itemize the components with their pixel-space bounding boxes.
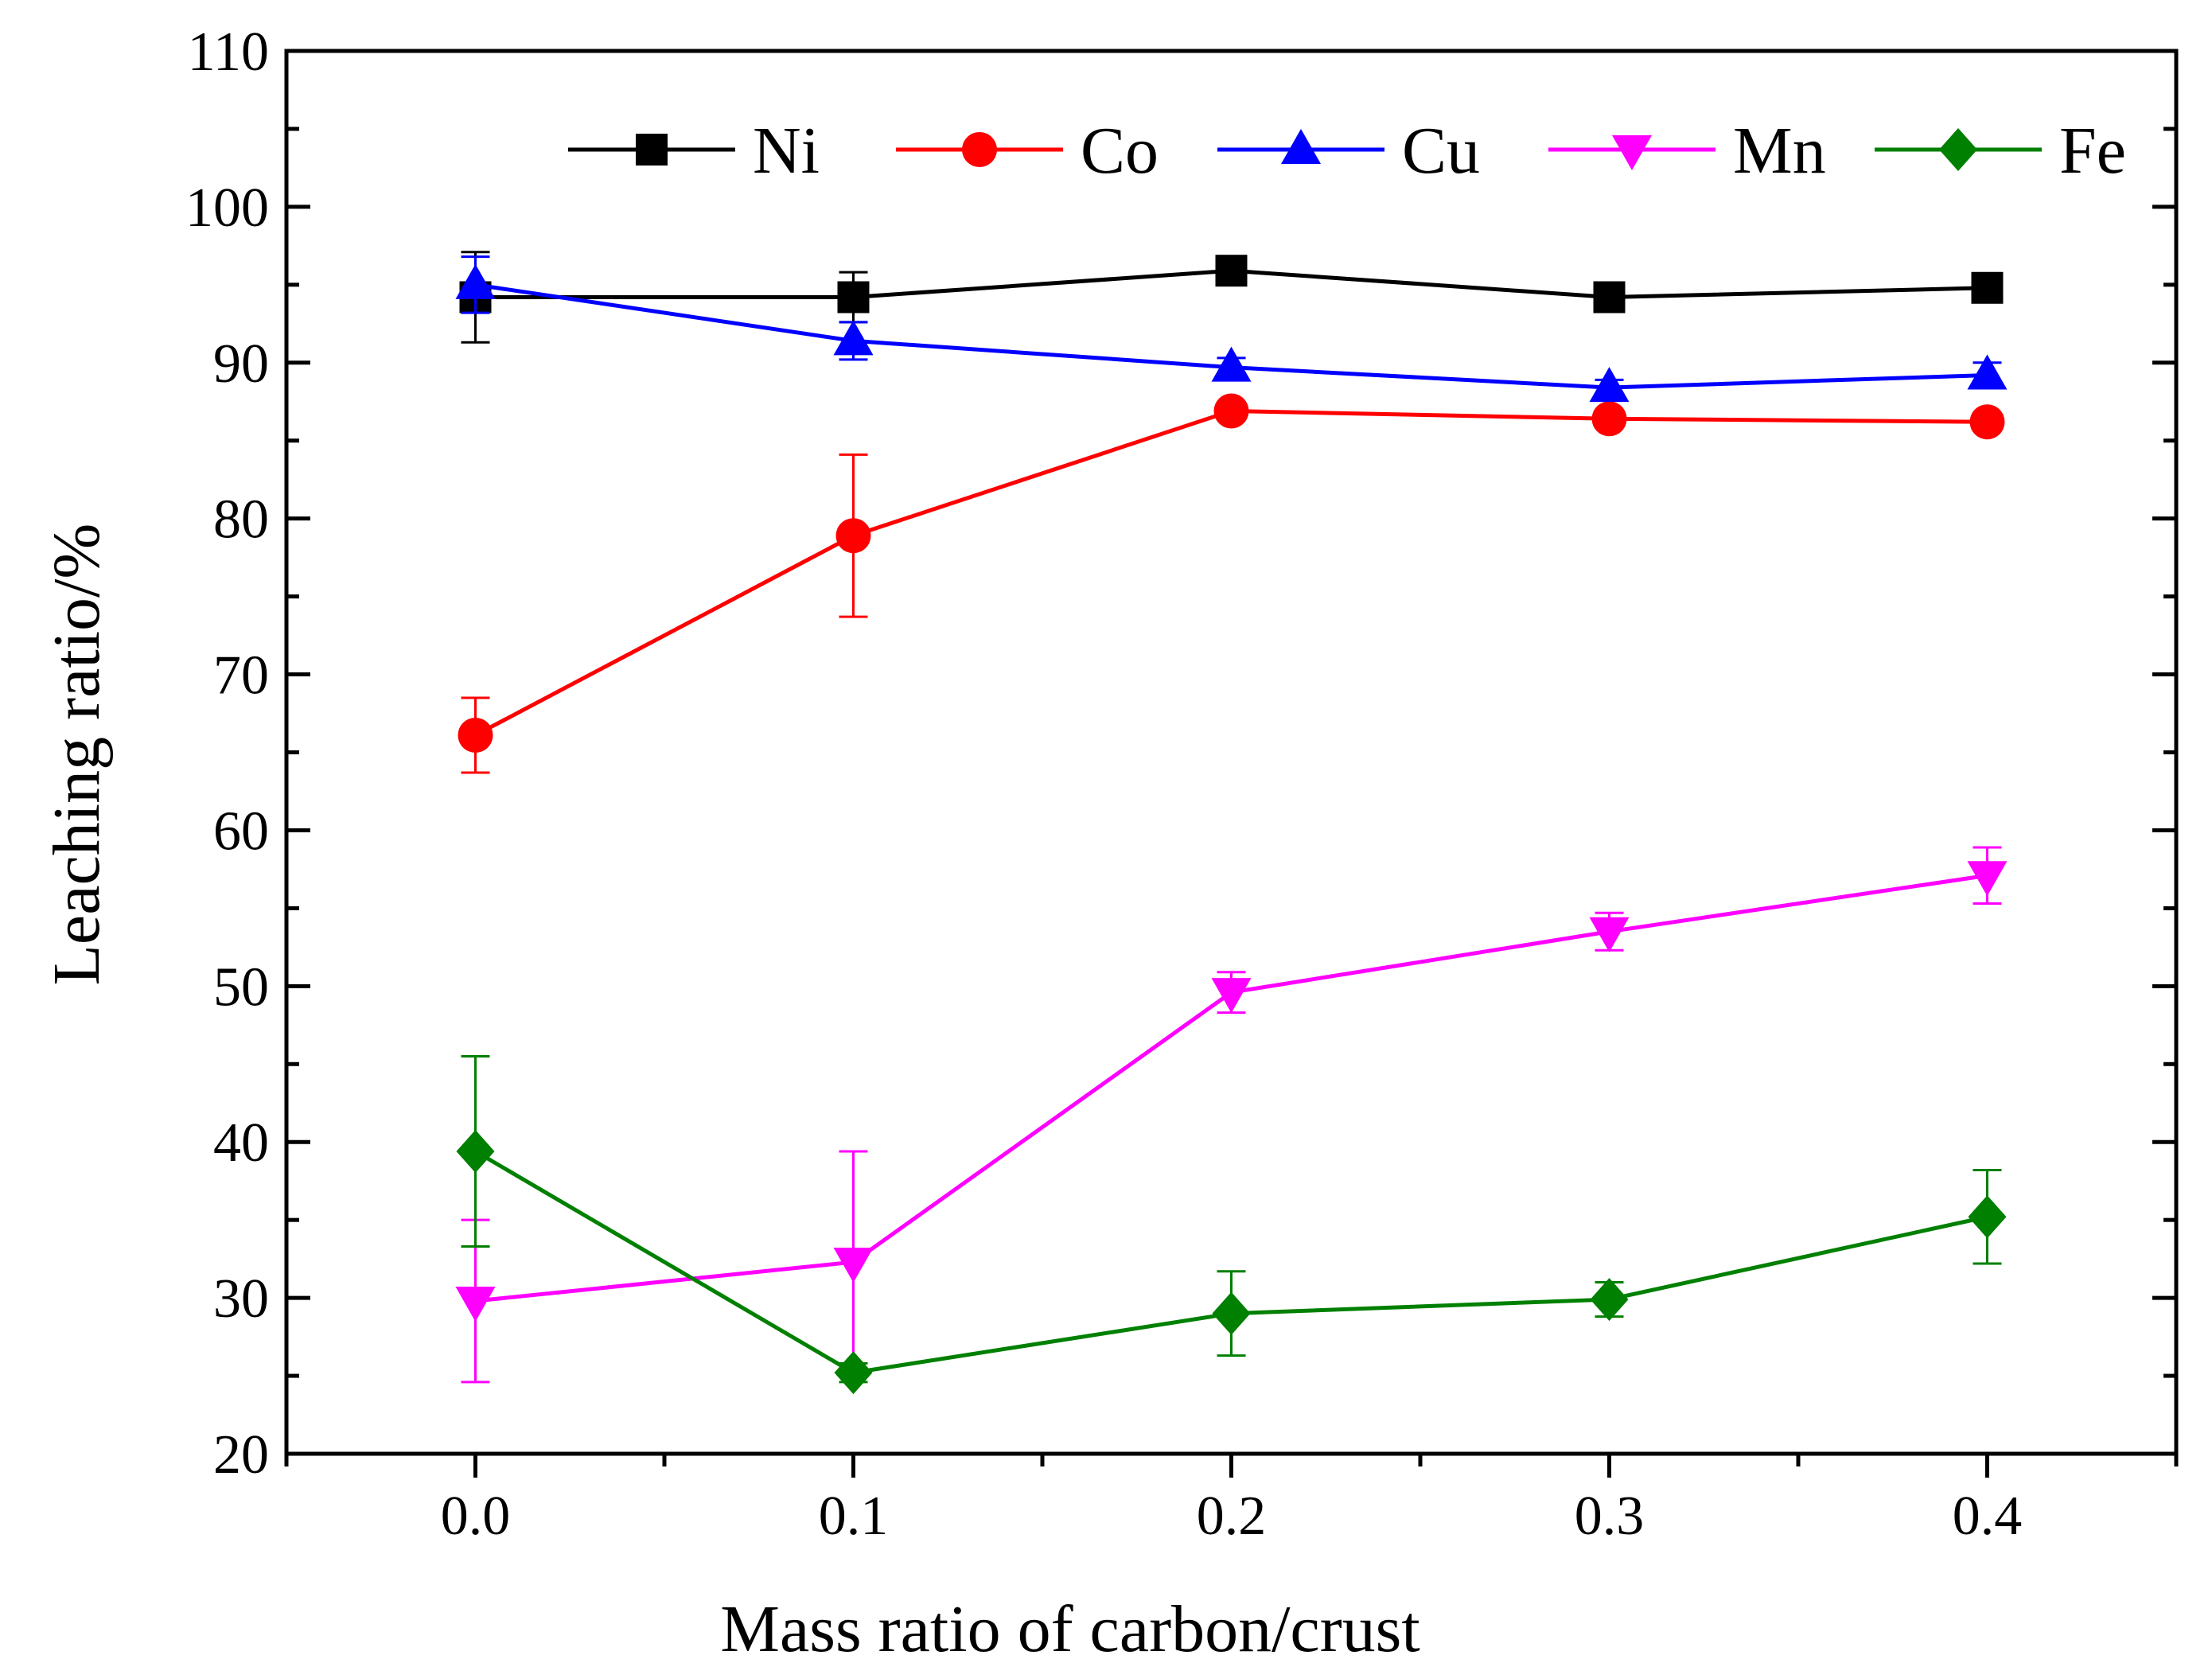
legend-label-mn: Mn: [1733, 114, 1826, 188]
legend-marker-fe: [1939, 128, 1977, 171]
legend-item-mn: Mn: [1548, 114, 1826, 188]
legend-item-fe: Fe: [1875, 114, 2126, 188]
legend: Ni Co Cu Mn Fe: [568, 114, 2126, 188]
legend-marker-cu: [1281, 129, 1321, 164]
y-tick-label: 30: [213, 1268, 269, 1330]
y-tick-label: 40: [213, 1112, 269, 1174]
data-point-cu: [833, 320, 874, 356]
data-point-mn: [455, 1287, 496, 1322]
data-point-co: [458, 717, 493, 753]
data-point-mn: [1967, 861, 2008, 897]
x-tick-label: 0.3: [1575, 1486, 1645, 1547]
data-point-cu: [455, 263, 496, 299]
legend-item-ni: Ni: [568, 114, 820, 188]
series-cu: [455, 255, 2008, 403]
x-tick-label: 0.1: [819, 1486, 889, 1547]
y-axis-title: Leaching ratio/%: [40, 524, 114, 986]
x-axis-title: Mass ratio of carbon/crust: [720, 1592, 1419, 1666]
data-point-cu: [1967, 354, 2008, 390]
data-point-co: [835, 518, 871, 554]
data-point-mn: [833, 1248, 874, 1283]
plot-area: 20 30 40 50 60 70 80 90 100 110 0.0 0.1 0.2 0.3 0.4: [185, 21, 2179, 1547]
data-point-co: [1591, 401, 1627, 437]
data-point-fe: [1212, 1291, 1251, 1335]
y-tick-label: 80: [213, 489, 269, 551]
series-fe: [456, 1054, 2007, 1395]
x-tick-label: 0.0: [441, 1486, 511, 1547]
data-point-fe: [456, 1129, 495, 1173]
legend-item-co: Co: [896, 114, 1159, 188]
series-layer: [455, 251, 2008, 1395]
y-tick-label: 20: [213, 1424, 269, 1486]
data-point-co: [1213, 393, 1249, 429]
data-point-fe: [1968, 1195, 2007, 1239]
data-point-co: [1969, 404, 2005, 440]
data-point-ni: [1593, 281, 1626, 314]
data-point-fe: [1590, 1278, 1629, 1322]
data-point-cu: [1589, 367, 1630, 403]
y-tick-label: 70: [213, 645, 269, 707]
x-tick-label: 0.4: [1953, 1486, 2023, 1547]
data-point-ni: [1971, 271, 2004, 304]
ticks-layer: 20 30 40 50 60 70 80 90 100 110 0.0 0.1 0.2 0.3 0.4: [185, 21, 2179, 1547]
series-line-mn: [475, 873, 1988, 1303]
data-point-fe: [834, 1351, 873, 1395]
legend-item-cu: Cu: [1217, 114, 1480, 188]
legend-label-cu: Cu: [1402, 114, 1480, 188]
legend-label-fe: Fe: [2059, 114, 2126, 188]
legend-label-ni: Ni: [753, 114, 820, 188]
y-tick-label: 110: [188, 21, 269, 83]
y-tick-label: 50: [213, 956, 269, 1018]
series-co: [458, 393, 2005, 774]
y-tick-label: 90: [213, 333, 269, 395]
data-point-cu: [1211, 346, 1252, 382]
series-ni: [459, 251, 2004, 344]
y-tick-label: 60: [213, 800, 269, 862]
legend-label-co: Co: [1081, 114, 1159, 188]
legend-marker-ni: [636, 134, 668, 166]
data-point-ni: [1215, 255, 1248, 287]
legend-marker-mn: [1612, 135, 1652, 170]
y-tick-label: 100: [185, 177, 269, 239]
x-tick-label: 0.2: [1197, 1486, 1267, 1547]
series-line-co: [474, 408, 1988, 738]
legend-marker-co: [962, 132, 997, 167]
data-point-mn: [1589, 917, 1630, 952]
data-point-mn: [1211, 978, 1252, 1014]
data-point-ni: [837, 281, 870, 314]
